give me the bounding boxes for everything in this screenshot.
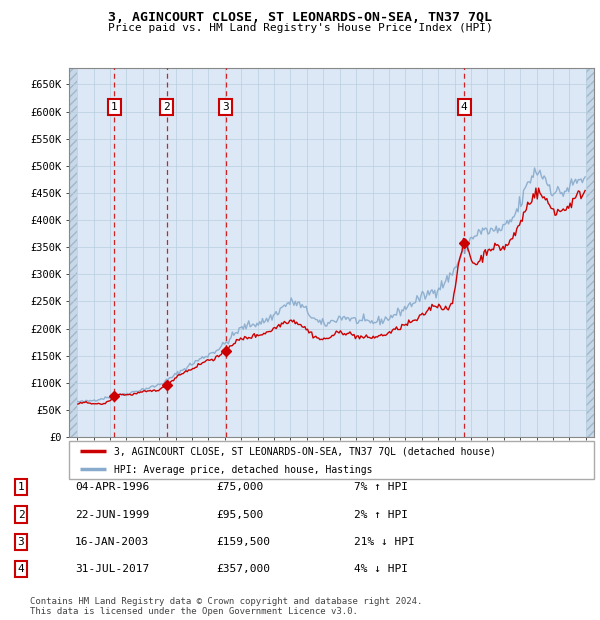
Text: 31-JUL-2017: 31-JUL-2017 bbox=[75, 564, 149, 574]
Text: 2: 2 bbox=[164, 102, 170, 112]
Text: 3: 3 bbox=[222, 102, 229, 112]
Text: £95,500: £95,500 bbox=[216, 510, 263, 520]
Text: This data is licensed under the Open Government Licence v3.0.: This data is licensed under the Open Gov… bbox=[30, 607, 358, 616]
Text: HPI: Average price, detached house, Hastings: HPI: Average price, detached house, Hast… bbox=[113, 466, 372, 476]
Text: 3: 3 bbox=[17, 537, 25, 547]
Text: 2% ↑ HPI: 2% ↑ HPI bbox=[354, 510, 408, 520]
Text: 3, AGINCOURT CLOSE, ST LEONARDS-ON-SEA, TN37 7QL (detached house): 3, AGINCOURT CLOSE, ST LEONARDS-ON-SEA, … bbox=[113, 447, 496, 457]
Text: 4: 4 bbox=[461, 102, 467, 112]
Text: £357,000: £357,000 bbox=[216, 564, 270, 574]
Text: 22-JUN-1999: 22-JUN-1999 bbox=[75, 510, 149, 520]
Text: 04-APR-1996: 04-APR-1996 bbox=[75, 482, 149, 492]
Text: 7% ↑ HPI: 7% ↑ HPI bbox=[354, 482, 408, 492]
Text: Contains HM Land Registry data © Crown copyright and database right 2024.: Contains HM Land Registry data © Crown c… bbox=[30, 597, 422, 606]
Text: 1: 1 bbox=[111, 102, 118, 112]
Text: 3, AGINCOURT CLOSE, ST LEONARDS-ON-SEA, TN37 7QL: 3, AGINCOURT CLOSE, ST LEONARDS-ON-SEA, … bbox=[108, 11, 492, 24]
Text: 21% ↓ HPI: 21% ↓ HPI bbox=[354, 537, 415, 547]
Bar bbox=[69, 68, 77, 437]
Text: 1: 1 bbox=[17, 482, 25, 492]
Text: 4% ↓ HPI: 4% ↓ HPI bbox=[354, 564, 408, 574]
Text: Price paid vs. HM Land Registry's House Price Index (HPI): Price paid vs. HM Land Registry's House … bbox=[107, 23, 493, 33]
Text: 4: 4 bbox=[17, 564, 25, 574]
Text: 2: 2 bbox=[17, 510, 25, 520]
Text: 16-JAN-2003: 16-JAN-2003 bbox=[75, 537, 149, 547]
Text: £159,500: £159,500 bbox=[216, 537, 270, 547]
Text: £75,000: £75,000 bbox=[216, 482, 263, 492]
Bar bbox=[586, 68, 594, 437]
